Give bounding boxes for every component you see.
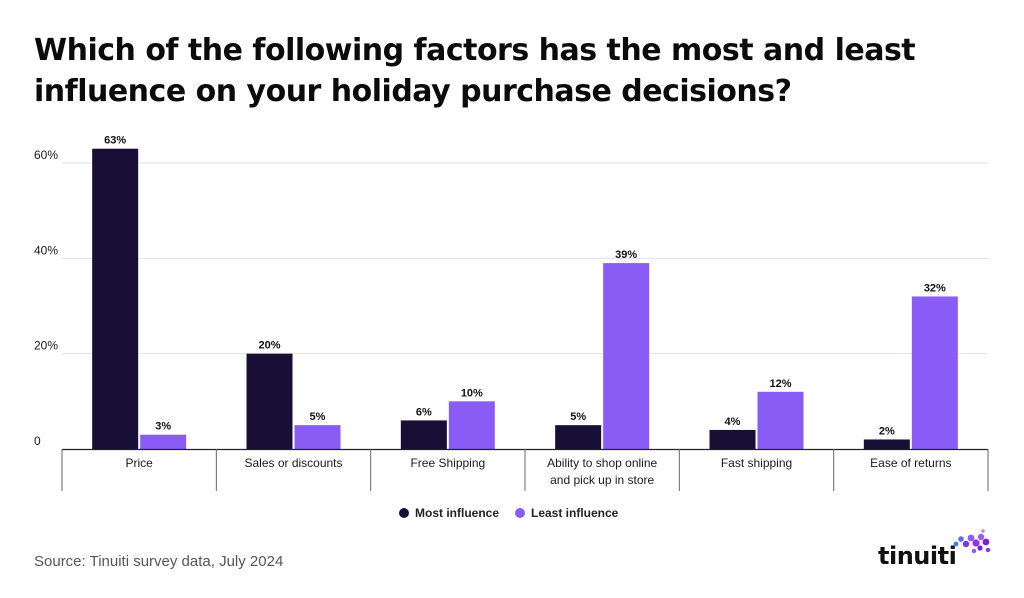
bar-least-influence <box>448 401 495 449</box>
data-label: 39% <box>615 249 637 261</box>
data-labels: 63% 3% 20% 5% 6% 10% 5% 39% 4% 12% 2% 32% <box>104 135 946 438</box>
data-label: 3% <box>155 421 171 433</box>
bar-least-influence <box>603 263 650 449</box>
category-label: and pick up in store <box>550 473 654 487</box>
y-axis-ticks: 0 20% 40% 60% <box>34 148 58 448</box>
legend: Most influence Least influence <box>399 506 619 520</box>
x-axis <box>61 448 989 491</box>
category-label: Price <box>125 456 153 470</box>
y-tick-label: 20% <box>34 339 58 353</box>
category-label: Ability to shop online <box>547 456 657 470</box>
data-label: 20% <box>258 340 280 352</box>
legend-swatch <box>399 508 409 518</box>
brand-wordmark: tinuiti <box>878 542 957 570</box>
category-label: Fast shipping <box>721 456 792 470</box>
data-label: 63% <box>104 135 126 147</box>
data-label: 2% <box>879 425 895 437</box>
data-label: 32% <box>924 282 946 294</box>
bar-least-influence <box>757 391 804 449</box>
bar-least-influence <box>911 296 958 449</box>
bar-least-influence <box>140 434 187 449</box>
data-label: 10% <box>461 387 483 399</box>
bar-most-influence <box>400 420 447 449</box>
bar-most-influence <box>555 425 602 449</box>
data-label: 4% <box>725 416 741 428</box>
category-label: Sales or discounts <box>244 456 342 470</box>
category-label: Ease of returns <box>870 456 951 470</box>
y-tick-label: 60% <box>34 148 58 162</box>
bar-chart: 0 20% 40% 60% 63% 3% 20% 5% 6% 10% 5% 39% 4% 12% 2% 32… <box>34 135 989 520</box>
bars <box>92 148 958 449</box>
source-note: Source: Tinuiti survey data, July 2024 <box>34 553 284 570</box>
y-tick-label: 0 <box>34 434 41 448</box>
data-label: 5% <box>570 411 586 423</box>
brand-dots-icon <box>953 529 991 554</box>
chart-title: Which of the following factors has the m… <box>34 33 916 109</box>
brand-logo: tinuiti <box>878 528 998 578</box>
data-label: 6% <box>416 406 432 418</box>
gridlines <box>62 162 988 355</box>
bar-most-influence <box>863 439 910 449</box>
data-label: 12% <box>769 378 791 390</box>
legend-swatch <box>515 508 525 518</box>
y-tick-label: 40% <box>34 243 58 257</box>
bar-most-influence <box>92 148 139 449</box>
category-labels: Price Sales or discounts Free Shipping Abil… <box>125 456 951 487</box>
bar-most-influence <box>246 353 293 449</box>
bar-least-influence <box>294 425 341 449</box>
legend-label: Most influence <box>415 506 499 520</box>
bar-most-influence <box>709 429 756 449</box>
category-label: Free Shipping <box>410 456 485 470</box>
legend-label: Least influence <box>531 506 619 520</box>
data-label: 5% <box>310 411 326 423</box>
